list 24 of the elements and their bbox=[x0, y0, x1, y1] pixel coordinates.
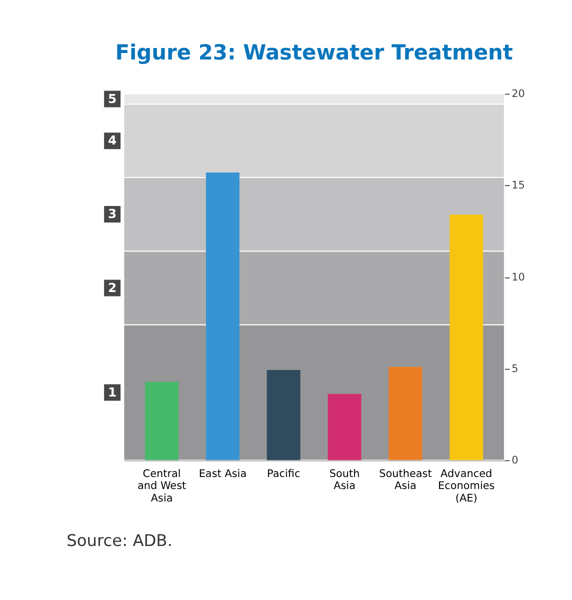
y-tick-label: 0 bbox=[512, 454, 518, 466]
bar bbox=[450, 214, 484, 460]
x-tick-label: Advanced Economies (AE) bbox=[438, 468, 495, 505]
band-label: 2 bbox=[108, 280, 117, 295]
x-tick-label: South Asia bbox=[329, 468, 360, 492]
bar bbox=[328, 394, 362, 460]
chart-title: Figure 23: Wastewater Treatment bbox=[115, 40, 513, 64]
x-tick-label: Central and West Asia bbox=[137, 468, 186, 505]
source-note: Source: ADB. bbox=[66, 530, 172, 550]
bar bbox=[266, 370, 300, 460]
band-label: 1 bbox=[108, 385, 117, 400]
x-tick-label: Southeast Asia bbox=[379, 468, 432, 492]
bar bbox=[206, 172, 240, 460]
band-label: 5 bbox=[108, 92, 117, 106]
y-tick-label: 5 bbox=[512, 362, 518, 375]
x-tick-label: East Asia bbox=[198, 468, 247, 480]
x-tick-label: Pacific bbox=[267, 468, 300, 480]
band-label: 3 bbox=[108, 207, 117, 222]
bar bbox=[388, 366, 422, 460]
bar bbox=[145, 382, 179, 460]
y-tick-label: 15 bbox=[512, 180, 525, 192]
y-tick-label: 20 bbox=[512, 88, 525, 100]
band-label: 4 bbox=[108, 134, 117, 148]
y-tick-label: 10 bbox=[512, 271, 525, 284]
